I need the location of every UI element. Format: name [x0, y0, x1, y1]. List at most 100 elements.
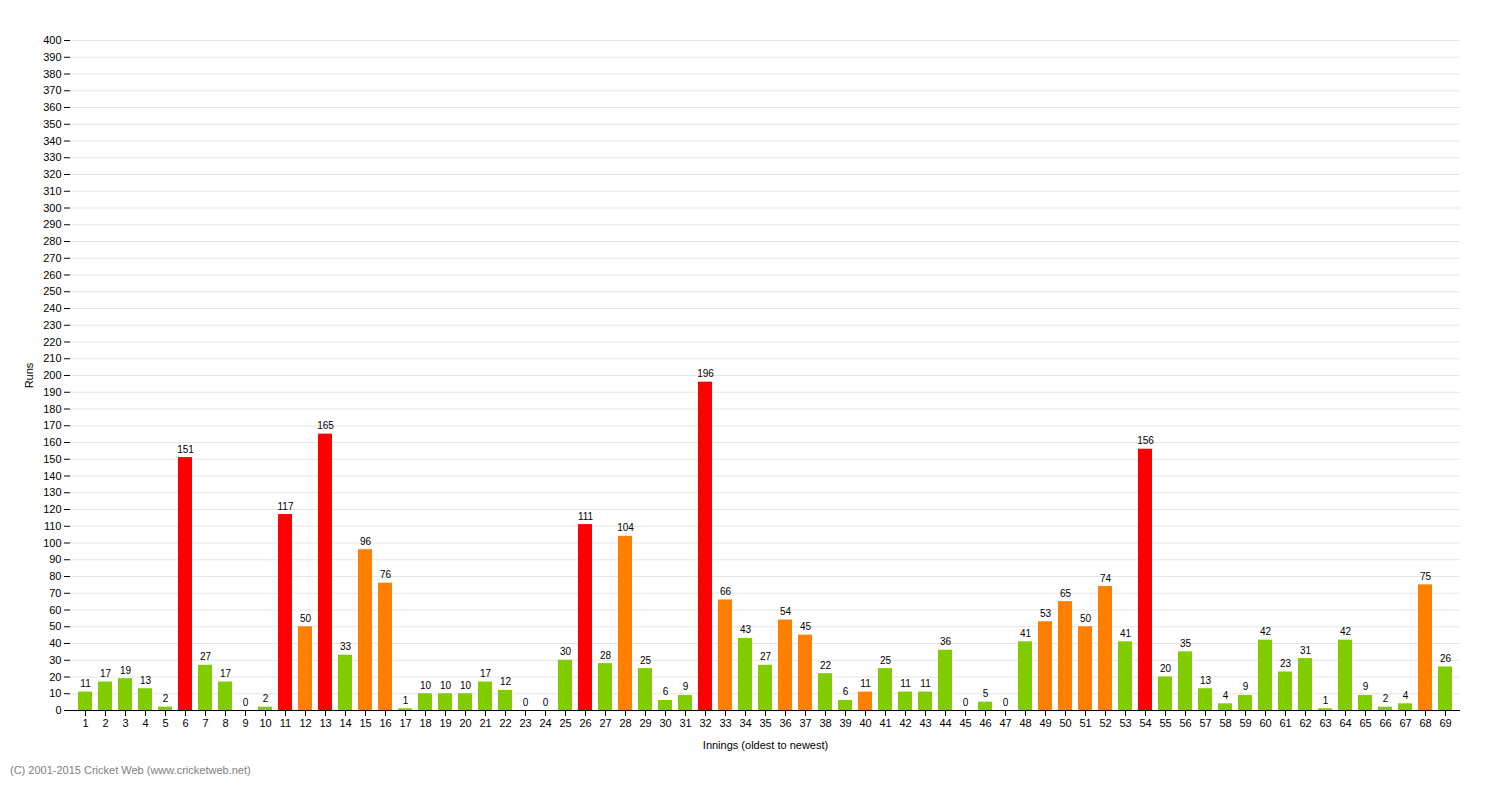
svg-text:55: 55: [1159, 717, 1171, 729]
svg-text:9: 9: [1243, 681, 1249, 692]
svg-text:160: 160: [43, 436, 61, 448]
svg-text:36: 36: [779, 717, 791, 729]
svg-text:20: 20: [1160, 663, 1172, 674]
svg-text:13: 13: [140, 675, 152, 686]
svg-text:5: 5: [983, 688, 989, 699]
svg-text:0: 0: [243, 697, 249, 708]
svg-text:40: 40: [49, 637, 61, 649]
svg-text:120: 120: [43, 503, 61, 515]
svg-text:8: 8: [222, 717, 228, 729]
svg-text:210: 210: [43, 352, 61, 364]
svg-text:59: 59: [1239, 717, 1251, 729]
svg-text:4: 4: [1403, 690, 1409, 701]
svg-text:57: 57: [1199, 717, 1211, 729]
svg-text:20: 20: [49, 671, 61, 683]
svg-text:11: 11: [860, 678, 871, 689]
svg-text:6: 6: [182, 717, 188, 729]
svg-text:151: 151: [177, 444, 194, 455]
svg-text:65: 65: [1060, 588, 1072, 599]
svg-text:270: 270: [43, 252, 61, 264]
svg-text:45: 45: [800, 621, 812, 632]
svg-text:80: 80: [49, 570, 61, 582]
svg-text:4: 4: [142, 717, 148, 729]
svg-text:27: 27: [760, 651, 772, 662]
svg-text:33: 33: [340, 641, 352, 652]
svg-text:17: 17: [100, 668, 112, 679]
svg-text:30: 30: [49, 654, 61, 666]
svg-text:10: 10: [49, 687, 61, 699]
svg-text:360: 360: [43, 101, 61, 113]
svg-text:34: 34: [739, 717, 751, 729]
svg-text:41: 41: [879, 717, 891, 729]
svg-text:12: 12: [500, 676, 512, 687]
svg-text:0: 0: [1003, 697, 1009, 708]
svg-text:104: 104: [617, 522, 634, 533]
svg-text:18: 18: [419, 717, 431, 729]
svg-text:20: 20: [459, 717, 471, 729]
svg-text:75: 75: [1420, 571, 1432, 582]
svg-text:39: 39: [839, 717, 851, 729]
svg-text:42: 42: [1340, 626, 1352, 637]
svg-text:230: 230: [43, 319, 61, 331]
svg-text:7: 7: [202, 717, 208, 729]
svg-text:10: 10: [440, 680, 452, 691]
svg-text:42: 42: [899, 717, 911, 729]
svg-text:41: 41: [1120, 628, 1132, 639]
svg-text:42: 42: [1260, 626, 1272, 637]
svg-text:64: 64: [1339, 717, 1351, 729]
svg-text:17: 17: [220, 668, 232, 679]
svg-text:67: 67: [1399, 717, 1411, 729]
svg-text:290: 290: [43, 218, 61, 230]
svg-text:6: 6: [843, 686, 849, 697]
svg-text:36: 36: [940, 636, 952, 647]
svg-text:23: 23: [519, 717, 531, 729]
svg-text:330: 330: [43, 151, 61, 163]
svg-text:96: 96: [360, 536, 372, 547]
svg-text:47: 47: [999, 717, 1011, 729]
svg-text:70: 70: [49, 587, 61, 599]
svg-text:76: 76: [380, 569, 392, 580]
svg-text:110: 110: [44, 520, 62, 532]
svg-text:11: 11: [900, 678, 911, 689]
svg-text:0: 0: [963, 697, 969, 708]
svg-text:30: 30: [560, 646, 572, 657]
svg-text:38: 38: [819, 717, 831, 729]
svg-text:190: 190: [43, 386, 61, 398]
svg-text:0: 0: [55, 704, 61, 716]
svg-text:52: 52: [1099, 717, 1111, 729]
svg-text:170: 170: [43, 419, 61, 431]
svg-text:60: 60: [49, 604, 61, 616]
svg-text:50: 50: [1080, 613, 1092, 624]
svg-text:33: 33: [719, 717, 731, 729]
svg-text:340: 340: [43, 135, 61, 147]
svg-text:5: 5: [162, 717, 168, 729]
svg-text:9: 9: [683, 681, 689, 692]
svg-text:180: 180: [43, 403, 61, 415]
svg-text:30: 30: [659, 717, 671, 729]
svg-text:44: 44: [939, 717, 951, 729]
svg-text:31: 31: [1300, 645, 1312, 656]
svg-text:350: 350: [43, 118, 61, 130]
svg-text:53: 53: [1119, 717, 1131, 729]
svg-text:13: 13: [1200, 675, 1212, 686]
svg-text:31: 31: [679, 717, 691, 729]
svg-text:62: 62: [1299, 717, 1311, 729]
svg-text:6: 6: [663, 686, 669, 697]
svg-text:27: 27: [200, 651, 212, 662]
svg-text:28: 28: [600, 650, 612, 661]
svg-text:58: 58: [1219, 717, 1231, 729]
svg-text:17: 17: [480, 668, 492, 679]
svg-text:54: 54: [780, 606, 792, 617]
svg-text:45: 45: [959, 717, 971, 729]
svg-text:50: 50: [300, 613, 312, 624]
svg-text:140: 140: [43, 470, 61, 482]
svg-text:50: 50: [1059, 717, 1071, 729]
svg-text:19: 19: [120, 665, 132, 676]
svg-text:200: 200: [43, 369, 61, 381]
svg-text:2: 2: [102, 717, 108, 729]
svg-text:66: 66: [1379, 717, 1391, 729]
svg-text:150: 150: [43, 453, 61, 465]
svg-text:100: 100: [43, 537, 61, 549]
svg-text:49: 49: [1039, 717, 1051, 729]
svg-text:28: 28: [619, 717, 631, 729]
